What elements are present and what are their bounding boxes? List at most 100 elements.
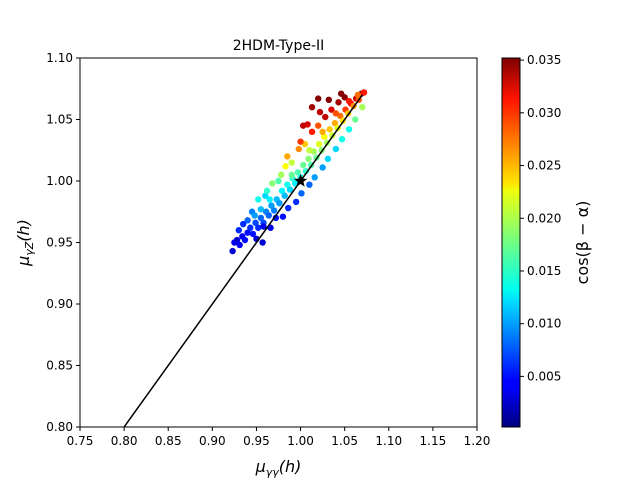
scatter-point — [252, 219, 259, 227]
scatter-point — [292, 198, 300, 206]
x-tick-label: 1.15 — [420, 434, 447, 448]
scatter-point — [298, 190, 305, 197]
scatter-point — [302, 167, 310, 175]
scatter-point — [335, 99, 342, 106]
scatter-point — [300, 161, 307, 169]
scatter-points — [229, 89, 368, 255]
scatter-point — [319, 164, 326, 171]
scatter-point — [286, 186, 294, 193]
scatter-point — [260, 223, 267, 230]
scatter-point — [259, 239, 266, 246]
scatter-point — [345, 97, 353, 105]
x-axis-label: μγγ(h) — [255, 457, 302, 479]
scatter-point — [354, 91, 362, 99]
scatter-point — [311, 174, 318, 181]
x-tick-label: 0.85 — [155, 434, 182, 448]
scatter-point — [236, 241, 243, 249]
y-tick-label: 0.90 — [46, 297, 73, 311]
colorbar-tick-label: 0.010 — [527, 317, 561, 331]
x-tick-label: 1.20 — [464, 434, 491, 448]
scatter-point — [306, 181, 313, 188]
scatter-point — [257, 206, 265, 213]
scatter-point — [331, 119, 339, 127]
scatter-point — [322, 113, 329, 121]
chart-title: 2HDM-Type-II — [233, 38, 325, 54]
x-tick-label: 0.75 — [67, 434, 94, 448]
scatter-point — [257, 214, 265, 222]
scatter-point — [305, 155, 312, 163]
scatter-point — [263, 187, 271, 195]
scatter-point — [338, 135, 346, 143]
scatter-point — [297, 138, 304, 145]
scatter-point — [233, 236, 241, 244]
scatter-point — [337, 90, 345, 97]
colorbar-tick-label: 0.030 — [527, 106, 561, 120]
scatter-point — [315, 95, 322, 102]
scatter-point — [270, 207, 278, 214]
x-tick-label: 1.10 — [375, 434, 402, 448]
scatter-point — [266, 196, 273, 203]
scatter-point — [332, 110, 340, 117]
scatter-point — [281, 192, 288, 199]
scatter-point — [284, 153, 291, 160]
scatter-point — [244, 229, 251, 236]
scatter-point — [275, 177, 282, 185]
scatter-point — [255, 196, 262, 203]
scatter-point — [255, 224, 262, 231]
scatter-point — [308, 104, 316, 111]
scatter-point — [269, 180, 276, 187]
scatter-point — [325, 96, 332, 104]
y-axis-label-arg: (h) — [14, 219, 33, 242]
scatter-point — [279, 213, 287, 220]
y-tick-label: 1.10 — [46, 51, 73, 65]
reference-line — [123, 94, 363, 428]
scatter-point — [360, 89, 368, 96]
scatter-point — [315, 122, 322, 129]
scatter-point — [282, 163, 289, 170]
y-tick-label: 0.80 — [46, 420, 73, 434]
scatter-point — [321, 133, 328, 140]
scatter-point — [278, 187, 286, 195]
colorbar-tick-label: 0.015 — [527, 264, 561, 278]
scatter-point — [249, 230, 257, 238]
scatter-point — [285, 204, 292, 212]
scatter-point — [284, 181, 291, 188]
scatter-point — [240, 220, 247, 228]
scatter-point — [276, 199, 283, 207]
scatter-point — [315, 140, 323, 148]
scatter-point — [241, 236, 249, 244]
scatter-point — [295, 145, 302, 153]
x-axis-label-base: μ — [255, 457, 266, 476]
x-tick-label: 0.95 — [243, 434, 270, 448]
scatter-point — [288, 171, 295, 179]
scatter-point — [265, 212, 272, 219]
scatter-point — [359, 104, 366, 111]
x-axis-label-sub: γγ — [266, 466, 280, 479]
y-axis-ticks: 0.80 0.85 0.90 0.95 1.00 1.05 1.10 — [46, 51, 80, 434]
scatter-point — [229, 247, 236, 255]
x-tick-label: 0.90 — [199, 434, 226, 448]
scatter-point — [308, 128, 316, 135]
colorbar — [501, 57, 521, 428]
colorbar-tick-label: 0.020 — [527, 211, 561, 225]
colorbar-ticks: 0.005 0.010 0.015 0.020 0.025 0.030 0.035 — [520, 53, 561, 383]
scatter-point — [352, 116, 359, 123]
x-tick-label: 1.00 — [287, 434, 314, 448]
y-axis-label-base: μ — [14, 256, 33, 267]
sm-point-star-marker — [293, 174, 308, 187]
scatter-point — [294, 169, 302, 176]
x-axis-ticks: 0.75 0.80 0.85 0.90 0.95 1.00 1.05 1.10 1.15 1.20 — [67, 427, 491, 448]
scatter-point — [288, 159, 295, 166]
plot-frame — [79, 57, 478, 428]
colorbar-tick-label: 0.025 — [527, 159, 561, 173]
scatter-point — [268, 202, 275, 209]
scatter-point — [345, 126, 353, 133]
scatter-point — [262, 192, 269, 199]
scatter-point — [326, 126, 333, 133]
scatter-point — [324, 155, 332, 163]
y-tick-label: 1.05 — [46, 113, 73, 127]
scatter-point — [251, 212, 258, 219]
scatter-point — [272, 214, 280, 222]
scatter-point — [316, 108, 324, 116]
